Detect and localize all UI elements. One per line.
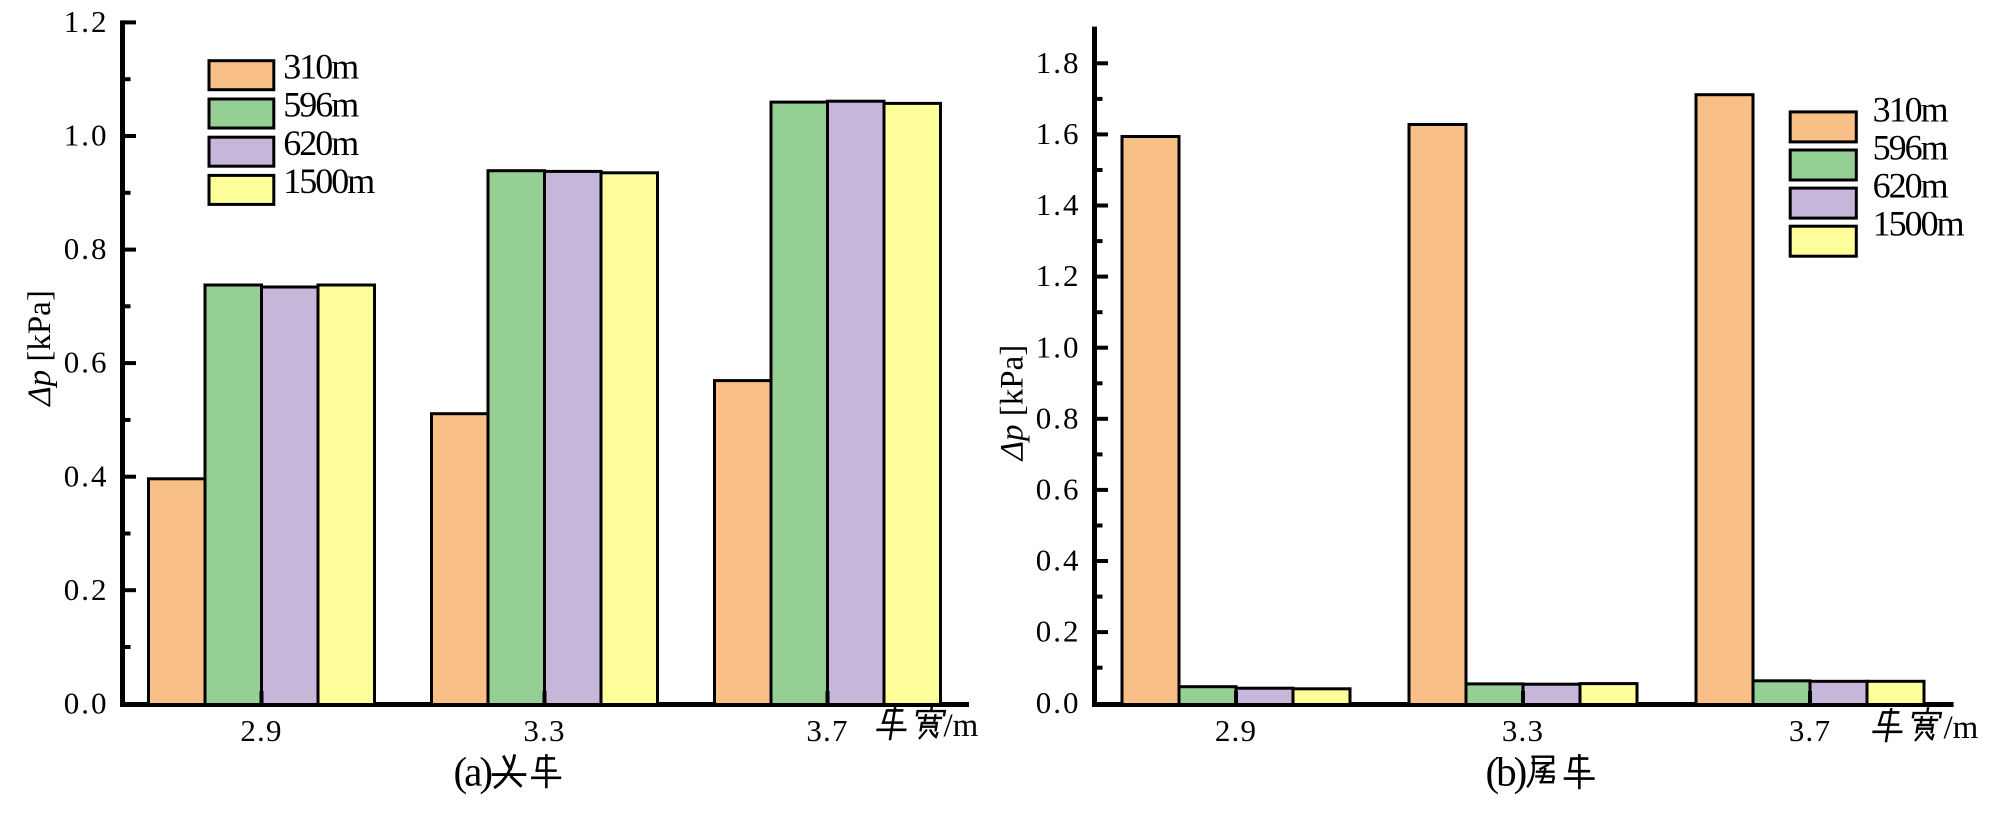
svg-text:620m: 620m <box>1873 166 1949 206</box>
svg-text:3.7: 3.7 <box>1789 713 1831 748</box>
svg-text:1.2: 1.2 <box>1036 258 1081 293</box>
svg-text:0.2: 0.2 <box>64 572 109 607</box>
svg-text:0.0: 0.0 <box>1036 685 1081 720</box>
svg-text:0.8: 0.8 <box>64 231 109 266</box>
svg-text:1.8: 1.8 <box>1036 45 1081 80</box>
svg-text:Δp [kPa]: Δp [kPa] <box>995 345 1031 463</box>
svg-text:(a): (a) <box>454 749 492 795</box>
svg-text:0.6: 0.6 <box>1036 472 1081 507</box>
svg-text:1500m: 1500m <box>283 161 375 201</box>
svg-text:0.6: 0.6 <box>64 345 109 380</box>
svg-text:1.6: 1.6 <box>1036 116 1081 151</box>
svg-text:/m: /m <box>1944 710 1979 746</box>
svg-text:1.4: 1.4 <box>1036 187 1081 222</box>
svg-text:310m: 310m <box>283 46 359 86</box>
svg-text:1500m: 1500m <box>1873 204 1965 244</box>
svg-text:3.3: 3.3 <box>1502 713 1544 748</box>
svg-text:0.2: 0.2 <box>1036 614 1081 649</box>
svg-text:(b): (b) <box>1486 749 1526 795</box>
svg-text:Δp [kPa]: Δp [kPa] <box>22 290 58 408</box>
svg-text:596m: 596m <box>1873 127 1949 167</box>
svg-text:/m: /m <box>944 708 979 744</box>
svg-text:0.4: 0.4 <box>1036 543 1081 578</box>
svg-text:3.3: 3.3 <box>523 713 565 748</box>
svg-text:1.0: 1.0 <box>64 118 109 153</box>
svg-text:596m: 596m <box>283 85 359 125</box>
svg-text:0.4: 0.4 <box>64 458 109 493</box>
svg-text:2.9: 2.9 <box>1215 713 1257 748</box>
svg-text:2.9: 2.9 <box>240 713 282 748</box>
svg-text:1.0: 1.0 <box>1036 329 1081 364</box>
svg-text:0.0: 0.0 <box>64 685 109 720</box>
svg-text:310m: 310m <box>1873 89 1949 129</box>
svg-text:620m: 620m <box>283 123 359 163</box>
svg-text:0.8: 0.8 <box>1036 400 1081 435</box>
svg-text:3.7: 3.7 <box>806 713 848 748</box>
svg-text:1.2: 1.2 <box>64 4 109 39</box>
